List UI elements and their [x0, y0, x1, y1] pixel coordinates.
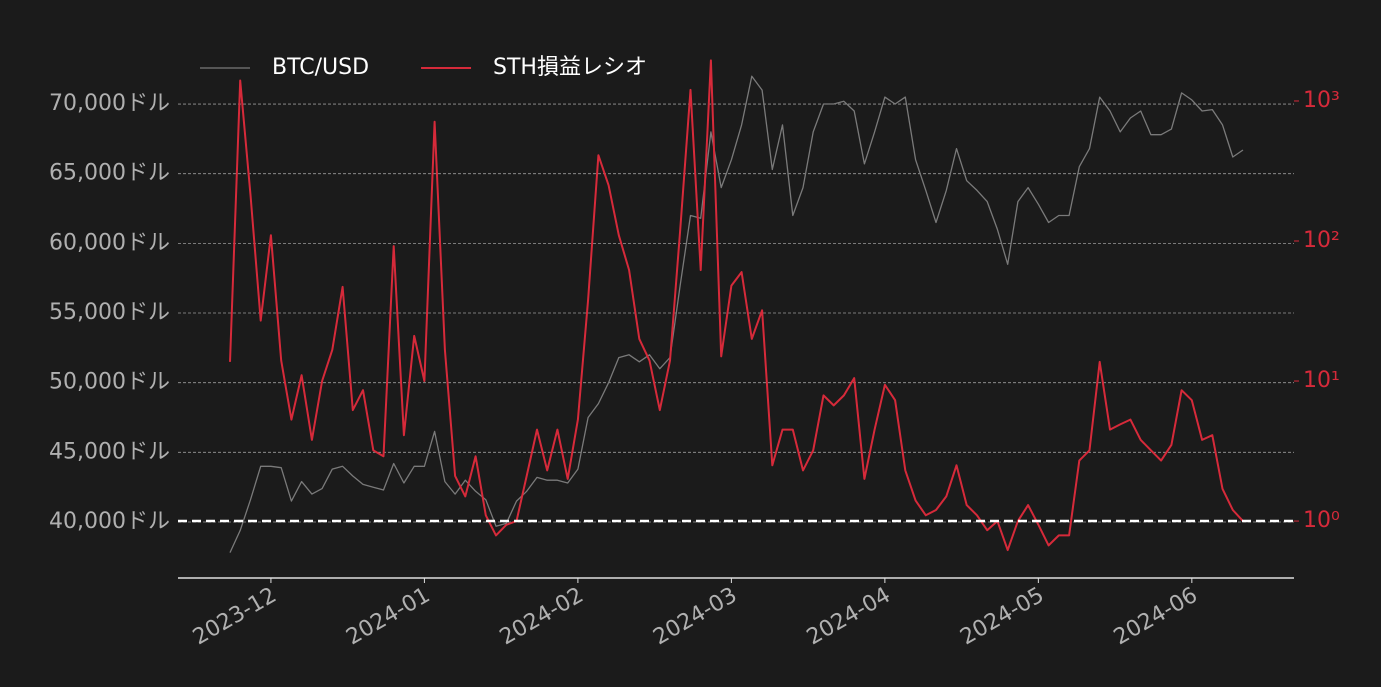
- y-tick-label: 45,000ドル: [49, 439, 170, 464]
- x-tick-label: 2024-05: [956, 583, 1048, 651]
- x-tick-label: 2023-12: [189, 583, 281, 651]
- y-tick-label: 40,000ドル: [49, 509, 170, 534]
- series-line: [229, 75, 1244, 553]
- y-tick-label: 65,000ドル: [49, 161, 170, 186]
- y2-tick-label: 10²: [1303, 228, 1340, 253]
- series-line: [229, 59, 1244, 552]
- x-tick-label: 2024-04: [803, 583, 895, 651]
- y2-tick-label: 10¹: [1303, 368, 1340, 393]
- x-tick-label: 2024-01: [342, 583, 434, 651]
- y-tick-label: 50,000ドル: [49, 370, 170, 395]
- y-tick-label: 60,000ドル: [49, 230, 170, 255]
- y-tick-label: 70,000ドル: [49, 91, 170, 116]
- y-tick-label: 55,000ドル: [49, 300, 170, 325]
- y2-tick-label: 10³: [1303, 88, 1340, 113]
- x-tick-label: 2024-06: [1110, 583, 1202, 651]
- x-tick-label: 2024-02: [496, 583, 588, 651]
- x-tick-label: 2024-03: [649, 583, 741, 651]
- legend-label: BTC/USD: [272, 55, 369, 80]
- y2-tick-label: 10⁰: [1303, 508, 1340, 533]
- legend-label: STH損益レシオ: [493, 55, 647, 80]
